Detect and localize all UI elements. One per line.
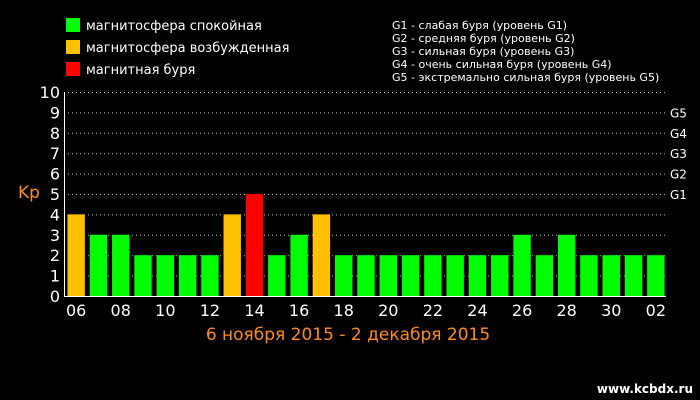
watermark: www.kcbdx.ru <box>597 382 693 396</box>
bar <box>446 255 464 296</box>
bar <box>379 255 397 296</box>
x-tick-label: 30 <box>601 301 621 320</box>
bar <box>245 194 264 296</box>
legend-label-storm: магнитная буря <box>86 63 195 78</box>
legend-label-unsettled: магнитосфера возбужденная <box>86 41 289 56</box>
y-tick-label: 8 <box>50 124 60 143</box>
storm-level-g4: G4 - очень сильная буря (уровень G4) <box>392 58 612 71</box>
storm-level-g5: G5 - экстремально сильная буря (уровень … <box>392 71 659 84</box>
grid-lines <box>64 92 666 277</box>
g-tick-label: G5 <box>670 106 687 120</box>
g-tick-label: G3 <box>670 147 687 161</box>
x-tick-label: 02 <box>646 301 666 320</box>
bar <box>647 255 665 296</box>
y-tick-label: 3 <box>50 226 60 245</box>
bar <box>223 214 241 296</box>
x-tick-label: 10 <box>155 301 175 320</box>
g-tick-label: G1 <box>670 188 687 202</box>
bar <box>290 234 308 296</box>
y-tick-label: 7 <box>50 144 60 163</box>
bar <box>624 255 643 296</box>
g-tick-label: G4 <box>670 127 687 141</box>
y-tick-label: 5 <box>50 185 60 204</box>
axes <box>64 92 666 297</box>
g-tick-label: G2 <box>670 168 687 182</box>
bar <box>89 234 108 296</box>
bar <box>134 255 152 296</box>
bar <box>557 234 576 296</box>
x-tick-label: 06 <box>66 301 86 320</box>
storm-levels: G1 - слабая буря (уровень G1) G2 - средн… <box>392 19 659 84</box>
x-ticks: 06 08 10 12 14 16 18 20 22 24 26 28 30 02 <box>66 301 666 320</box>
storm-level-g3: G3 - сильная буря (уровень G3) <box>392 45 574 58</box>
x-tick-label: 24 <box>467 301 487 320</box>
bar <box>357 255 375 296</box>
bars <box>67 194 665 296</box>
x-tick-label: 22 <box>423 301 443 320</box>
y-tick-label: 10 <box>40 83 60 102</box>
x-tick-label: 12 <box>200 301 220 320</box>
legend-swatch-unsettled <box>66 40 80 54</box>
storm-level-g2: G2 - средняя буря (уровень G2) <box>392 32 575 45</box>
x-tick-label: 18 <box>334 301 354 320</box>
y-tick-label: 1 <box>50 267 60 286</box>
x-axis-label: 6 ноября 2015 - 2 декабря 2015 <box>206 325 490 345</box>
x-tick-label: 14 <box>244 301 264 320</box>
bar <box>335 255 353 296</box>
bar <box>535 255 554 296</box>
y-tick-label: 6 <box>50 165 60 184</box>
y-tick-label: 0 <box>50 287 60 306</box>
g-ticks: G1 G2 G3 G4 G5 <box>670 106 687 202</box>
y-ticks: 01 23 456 78 910 <box>40 83 60 306</box>
x-tick-label: 26 <box>512 301 532 320</box>
x-tick-label: 16 <box>289 301 309 320</box>
x-tick-label: 20 <box>378 301 398 320</box>
bar <box>268 255 286 296</box>
legend-label-quiet: магнитосфера спокойная <box>86 19 262 34</box>
legend-swatch-quiet <box>66 18 80 32</box>
bar <box>602 255 620 296</box>
bar <box>491 255 509 296</box>
bar <box>468 255 487 296</box>
y-tick-label: 4 <box>50 205 60 224</box>
x-tick-label: 08 <box>111 301 131 320</box>
bar <box>312 214 331 296</box>
legend-swatch-storm <box>66 62 80 76</box>
y-tick-label: 2 <box>50 246 60 265</box>
bar <box>201 255 219 296</box>
y-tick-label: 9 <box>50 103 60 122</box>
bar <box>178 255 197 296</box>
y-axis-label: Kp <box>18 183 40 203</box>
bar <box>401 255 420 296</box>
x-tick-label: 28 <box>556 301 576 320</box>
bar <box>67 214 85 296</box>
bar <box>156 255 175 296</box>
bar <box>424 255 442 296</box>
bar <box>513 234 531 296</box>
bar <box>112 234 130 296</box>
legend: магнитосфера спокойная магнитосфера возб… <box>66 18 289 78</box>
storm-level-g1: G1 - слабая буря (уровень G1) <box>392 19 567 32</box>
bar <box>580 255 598 296</box>
